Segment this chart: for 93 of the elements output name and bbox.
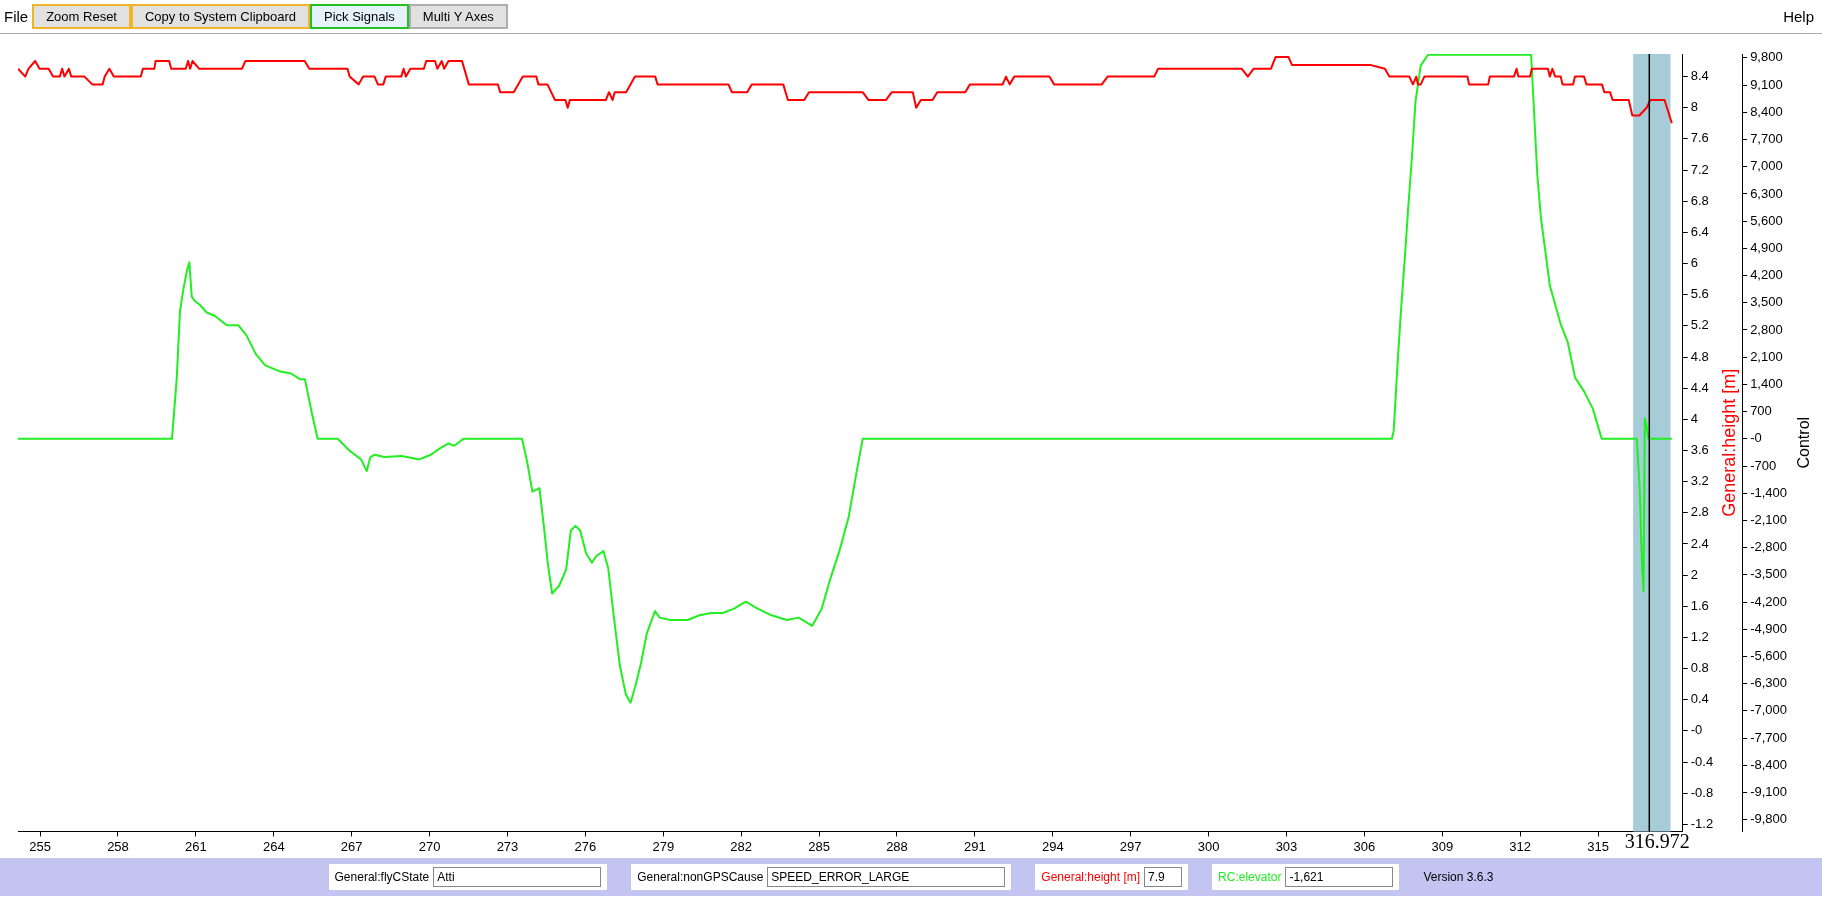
y2-tick-label: 8,400 [1750,103,1783,119]
x-tick-label: 276 [574,838,597,854]
x-tick-label: 270 [418,838,441,854]
y-tick-label: 3.2 [1690,473,1709,489]
text: Multi Y Axes [408,4,508,29]
y2-tick-label: 9,100 [1750,76,1783,92]
x-tick-label: 300 [1197,838,1220,854]
y-tick-label: 6 [1690,255,1698,271]
y2-tick-label: 5,600 [1750,212,1783,228]
y2-tick-label: -7,000 [1750,702,1788,718]
y-tick-label: 1.6 [1690,597,1709,613]
y2-tick-label: 9,800 [1750,49,1783,65]
y-tick-label: -1.2 [1690,815,1714,831]
y-tick-label: 4 [1690,410,1698,426]
y2-tick-label: -3,500 [1750,566,1788,582]
x-tick-label: 267 [340,838,363,854]
text: Help [1783,8,1814,25]
x-tick-label: 255 [29,838,51,854]
y-tick-label: 3.6 [1690,442,1709,458]
y2-tick-label: -9,800 [1750,811,1788,827]
text: General:height [m] [1041,870,1141,884]
x-tick-label: 312 [1509,838,1532,854]
x-tick-label: 291 [964,838,986,854]
y2-tick-label: -0 [1750,430,1762,446]
x-tick-label: 273 [496,838,519,854]
x-tick-label: 264 [262,838,285,854]
y2-tick-label: -4,900 [1750,620,1788,636]
x-tick-label: 282 [730,838,753,854]
y-tick-label: 4.4 [1690,379,1709,395]
y2-tick-label: -1,400 [1750,484,1788,500]
y-tick-label: -0.4 [1690,753,1714,769]
y2-tick-label: -7,700 [1750,729,1788,745]
text: Version 3.6.3 [1423,870,1494,884]
y2-tick-label: 700 [1750,403,1772,419]
y-tick-label: 0.4 [1690,691,1709,707]
x-tick-label: 297 [1119,838,1142,854]
y2-axis-title: Control [1795,416,1813,469]
y2-tick-label: -4,200 [1750,593,1788,609]
y2-tick-label: -8,400 [1750,756,1788,772]
y-tick-label: -0 [1690,722,1703,738]
text: General:flyCState [334,870,430,884]
x-tick-label: 315 [1587,838,1609,854]
y-tick-label: 5.6 [1690,286,1709,302]
text: Copy to System Clipboard [130,4,310,29]
text: Pick Signals [310,4,409,29]
y2-tick-label: 7,700 [1750,131,1783,147]
y-tick-label: 7.2 [1690,161,1709,177]
text: File [4,8,29,25]
x-tick-label: 261 [185,838,207,854]
y-tick-label: -0.8 [1690,784,1714,800]
text: Zoom Reset [32,4,131,29]
y-tick-label: 1.2 [1690,629,1709,645]
x-tick-label: 309 [1431,838,1454,854]
text: -1,621 [1285,867,1394,887]
y2-tick-label: -6,300 [1750,675,1788,691]
text: Atti [433,867,602,887]
x-tick-label: 258 [107,838,129,854]
ref-line-label: 316.972 [1624,829,1690,852]
text: RC:elevator [1218,870,1282,884]
x-tick-label: 285 [808,838,830,854]
x-tick-label: 294 [1041,838,1064,854]
y2-tick-label: -5,600 [1750,648,1788,664]
y-tick-label: 8 [1690,99,1698,115]
y-tick-label: 0.8 [1690,660,1709,676]
y2-tick-label: 2,100 [1750,348,1783,364]
y2-tick-label: 4,900 [1750,239,1783,255]
y2-tick-label: 1,400 [1750,375,1783,391]
y2-tick-label: -700 [1750,457,1777,473]
y-tick-label: 6.8 [1690,192,1709,208]
text: 7.9 [1144,867,1183,887]
y2-tick-label: 3,500 [1750,294,1783,310]
y-tick-label: 5.2 [1690,317,1709,333]
text: SPEED_ERROR_LARGE [767,867,1006,887]
y2-tick-label: -2,100 [1750,512,1788,528]
y-tick-label: 8.4 [1690,68,1709,84]
y-tick-label: 7.6 [1690,130,1709,146]
y-tick-label: 2 [1690,566,1698,582]
text: General:nonGPSCause [637,870,764,884]
y2-tick-label: 7,000 [1750,158,1783,174]
y2-tick-label: 2,800 [1750,321,1783,337]
x-tick-label: 306 [1353,838,1376,854]
x-tick-label: 288 [886,838,908,854]
x-tick-label: 279 [652,838,675,854]
y2-tick-label: -9,100 [1750,784,1788,800]
y-axis-title: General:height [m] [1719,368,1740,517]
y-tick-label: 4.8 [1690,348,1709,364]
y2-tick-label: 6,300 [1750,185,1783,201]
y2-tick-label: 4,200 [1750,267,1783,283]
x-tick-label: 303 [1275,838,1298,854]
y-tick-label: 6.4 [1690,223,1709,239]
y2-tick-label: -2,800 [1750,539,1788,555]
y-tick-label: 2.4 [1690,535,1709,551]
y-tick-label: 2.8 [1690,504,1709,520]
